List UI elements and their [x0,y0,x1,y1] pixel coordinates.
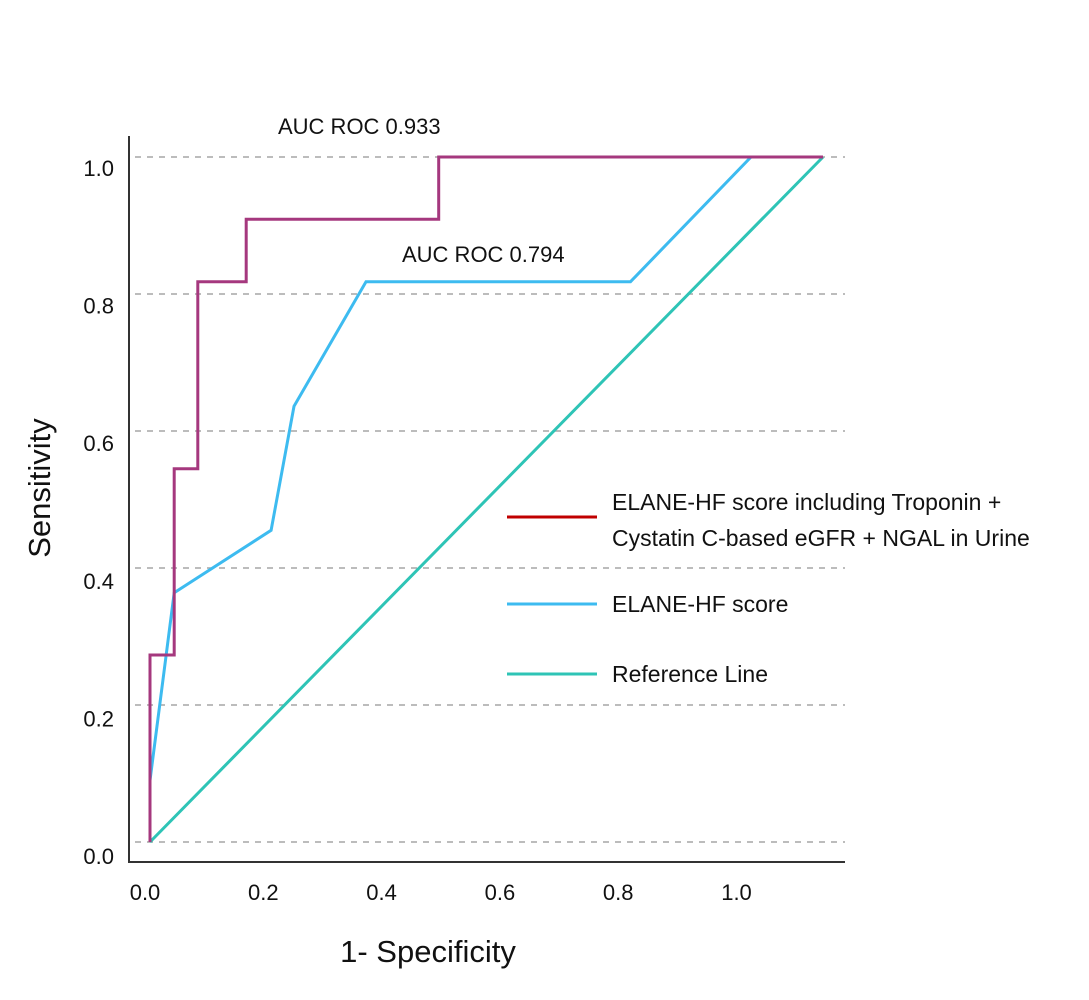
legend-label-combined-line2: Cystatin C-based eGFR + NGAL in Urine [612,525,1030,551]
series [148,155,825,844]
x-tick-label-1: 0.2 [248,880,279,905]
x-tick-label-0: 0.0 [130,880,161,905]
legend-label-elane: ELANE-HF score [612,591,788,617]
y-tick-label-2: 0.4 [83,569,114,594]
x-tick-label-3: 0.6 [485,880,516,905]
y-tick-label-0: 0.0 [83,844,114,869]
legend-label-reference: Reference Line [612,661,768,687]
x-tick-label-5: 1.0 [721,880,752,905]
y-tick-label-3: 0.6 [83,431,114,456]
auc-annotation-combined: AUC ROC 0.933 [278,114,441,139]
legend-label-combined-line1: ELANE-HF score including Troponin + [612,489,1001,515]
y-tick-label-4: 0.8 [83,294,114,319]
series-line-reference [148,155,825,844]
legend: ELANE-HF score including Troponin + Cyst… [507,489,1030,687]
x-tick-labels: 0.0 0.2 0.4 0.6 0.8 1.0 [130,880,752,905]
x-tick-label-2: 0.4 [366,880,397,905]
y-axis-title: Sensitivity [22,418,57,558]
auc-annotation-elane: AUC ROC 0.794 [402,242,565,267]
x-tick-label-4: 0.8 [603,880,634,905]
axes [128,136,845,863]
y-tick-label-1: 0.2 [83,706,114,731]
y-tick-labels: 0.0 0.2 0.4 0.6 0.8 1.0 [83,156,114,869]
series-line-elane [148,155,823,842]
series-line-combined [148,155,823,842]
x-axis-title: 1- Specificity [340,934,516,969]
y-tick-label-5: 1.0 [83,156,114,181]
